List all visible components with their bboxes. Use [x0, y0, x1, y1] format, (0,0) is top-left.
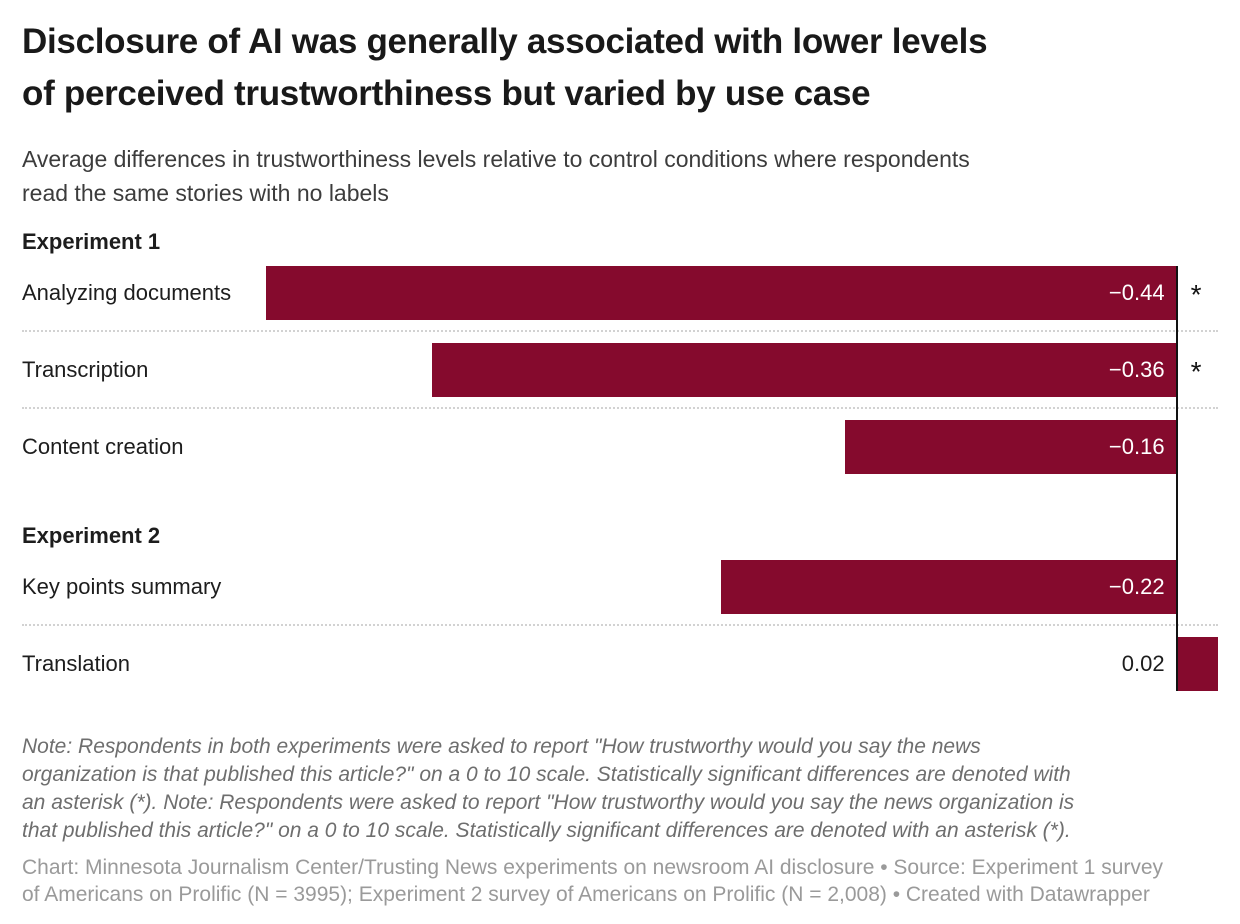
footnote-line-4: that published this article?" on a 0 to …	[22, 819, 1071, 842]
bar-value-label: −0.22	[1108, 574, 1165, 599]
chart-title-line-2: of perceived trustworthiness but varied …	[22, 74, 871, 113]
bar-category-label: Content creation	[22, 434, 184, 459]
chart-subtitle-line-1: Average differences in trustworthiness l…	[22, 146, 970, 172]
bar-category-label: Key points summary	[22, 574, 222, 599]
bar-row: Translation 0.02	[22, 637, 1218, 691]
attribution-line-1: Chart: Minnesota Journalism Center/Trust…	[22, 856, 1164, 879]
bar-value-label: −0.36	[1108, 357, 1165, 382]
significance-asterisk: *	[1190, 356, 1202, 387]
chart-area: Experiment 1 Analyzing documents −0.44 * Tra…	[22, 230, 1218, 691]
bar-row: Analyzing documents −0.44 *	[22, 266, 1218, 320]
bar-value-label: −0.16	[1108, 434, 1165, 459]
zero-axis-line	[1175, 266, 1178, 691]
row-separator	[22, 397, 1218, 420]
bar: −0.44	[266, 266, 1177, 320]
row-separator	[22, 614, 1218, 637]
footnote-line-2: organization is that published this arti…	[22, 763, 1071, 786]
footnote-line-1: Note: Respondents in both experiments we…	[22, 735, 981, 758]
bar	[1176, 637, 1218, 691]
significance-asterisk: *	[1190, 279, 1202, 310]
bar-row: Content creation −0.16	[22, 420, 1218, 474]
bar-category-label: Translation	[22, 651, 131, 676]
chart-title: Disclosure of AI was generally associate…	[22, 16, 1218, 120]
bar-row: Key points summary −0.22	[22, 560, 1218, 614]
footnote-line-3: an asterisk (*). Note: Respondents were …	[22, 791, 1075, 814]
attribution-line-2: of Americans on Prolific (N = 3995); Exp…	[22, 883, 1150, 906]
bar-value-label: 0.02	[1121, 651, 1165, 676]
bar-category-label: Transcription	[22, 357, 149, 382]
group-label: Experiment 2	[22, 523, 161, 548]
bar: −0.16	[845, 420, 1177, 474]
group-label: Experiment 1	[22, 229, 161, 254]
chart-footnote: Note: Respondents in both experiments we…	[22, 733, 1218, 845]
chart-subtitle-line-2: read the same stories with no labels	[22, 180, 389, 206]
bar-category-label: Analyzing documents	[22, 280, 232, 305]
bar-group-1: Experiment 1 Analyzing documents −0.44 * Tra…	[22, 230, 1218, 474]
row-separator	[22, 320, 1218, 343]
bar-value-label: −0.44	[1108, 280, 1165, 305]
chart-subtitle: Average differences in trustworthiness l…	[22, 142, 1218, 210]
bar: −0.36	[431, 343, 1177, 397]
chart-attribution: Chart: Minnesota Journalism Center/Trust…	[22, 854, 1218, 908]
bar-group-2: Experiment 2 Key points summary −0.22 Trans…	[22, 524, 1218, 691]
bar: −0.22	[721, 560, 1177, 614]
chart-title-line-1: Disclosure of AI was generally associate…	[22, 22, 988, 61]
bar-row: Transcription −0.36 *	[22, 343, 1218, 397]
